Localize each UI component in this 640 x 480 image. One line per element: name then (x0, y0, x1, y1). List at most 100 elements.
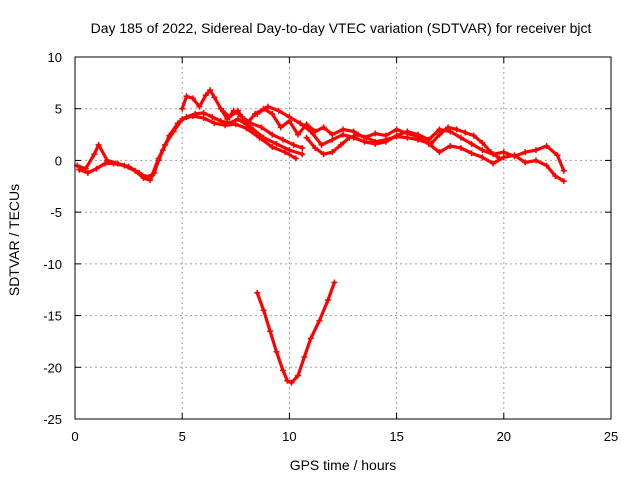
y-tick-label: 10 (48, 50, 62, 65)
data-point (217, 105, 224, 112)
x-tick-label: 0 (71, 429, 78, 444)
data-point (95, 141, 102, 148)
tick-layer: 0 5 10 15 20 25 -25 -20 -15 -10 -5 0 5 10 (43, 50, 618, 444)
data-point (355, 131, 362, 138)
data-point (254, 110, 261, 117)
x-tick-label: 5 (179, 429, 186, 444)
data-layer (74, 87, 567, 386)
data-point (183, 113, 190, 120)
data-point (404, 134, 411, 141)
data-point (166, 132, 173, 139)
data-point (447, 142, 454, 149)
data-point (202, 92, 209, 99)
data-point (468, 150, 475, 157)
data-point (404, 128, 411, 135)
series-track-6 (305, 125, 502, 160)
y-tick-label: 5 (55, 102, 62, 117)
data-point (260, 307, 267, 314)
data-point (269, 110, 276, 117)
y-tick-label: -5 (50, 205, 62, 220)
grid-layer (75, 57, 611, 419)
data-point (316, 317, 323, 324)
data-point (294, 372, 301, 379)
data-point (453, 126, 460, 133)
data-point (174, 120, 181, 127)
data-point (294, 131, 301, 138)
data-point (436, 149, 443, 156)
data-point (393, 126, 400, 133)
data-point (91, 151, 98, 158)
data-point (361, 138, 368, 145)
data-point (273, 140, 280, 147)
data-point (393, 133, 400, 140)
y-tick-label: -10 (43, 257, 62, 272)
y-axis-label: SDTVAR / TECUs (6, 184, 22, 296)
data-point (500, 154, 507, 161)
data-point (318, 141, 325, 148)
data-point (132, 167, 139, 174)
data-point (284, 377, 291, 384)
data-point (301, 353, 308, 360)
y-tick-label: -25 (43, 412, 62, 427)
data-point (415, 131, 422, 138)
data-point (260, 134, 267, 141)
data-point (288, 379, 295, 386)
data-point (110, 160, 117, 167)
data-point (490, 160, 497, 167)
data-point (286, 147, 293, 154)
data-point (532, 147, 539, 154)
y-tick-label: 0 (55, 153, 62, 168)
data-point (267, 328, 274, 335)
data-point (329, 149, 336, 156)
data-point (447, 128, 454, 135)
data-point (532, 157, 539, 164)
data-point (479, 139, 486, 146)
data-point (183, 93, 190, 100)
series-track-1 (75, 114, 298, 179)
data-point (363, 134, 370, 141)
data-point (303, 134, 310, 141)
data-point (436, 126, 443, 133)
data-point (543, 142, 550, 149)
data-point (282, 149, 289, 156)
data-point (522, 149, 529, 156)
data-point (277, 124, 284, 131)
x-tick-label: 15 (389, 429, 403, 444)
data-point (269, 131, 276, 138)
data-point (337, 141, 344, 148)
data-point (258, 124, 265, 131)
data-point (232, 121, 239, 128)
data-point (121, 162, 128, 169)
data-point (427, 140, 434, 147)
data-point (560, 178, 567, 185)
x-axis-label: GPS time / hours (290, 457, 397, 473)
data-point (496, 155, 503, 162)
data-point (331, 279, 338, 286)
data-point (307, 335, 314, 342)
data-point (269, 143, 276, 150)
data-point (299, 145, 306, 152)
data-point (200, 115, 207, 122)
data-point (76, 166, 83, 173)
data-point (468, 140, 475, 147)
data-point (320, 151, 327, 158)
data-point (479, 147, 486, 154)
data-point (382, 136, 389, 143)
data-point (552, 172, 559, 179)
data-point (457, 145, 464, 152)
data-point (93, 165, 100, 172)
x-tick-label: 20 (497, 429, 511, 444)
data-point (196, 103, 203, 110)
data-point (292, 155, 299, 162)
data-point (264, 103, 271, 110)
data-point (226, 120, 233, 127)
data-point (312, 145, 319, 152)
data-point (340, 131, 346, 138)
data-point (140, 175, 147, 182)
data-point (560, 167, 567, 174)
data-point (211, 120, 218, 127)
data-point (329, 136, 336, 143)
data-point (254, 289, 261, 296)
data-point (286, 113, 293, 120)
